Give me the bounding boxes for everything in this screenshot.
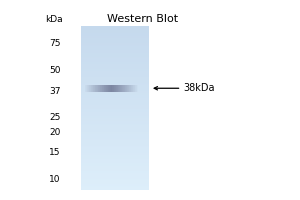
Text: 38kDa: 38kDa [183,83,214,93]
Text: kDa: kDa [45,15,63,24]
Text: Western Blot: Western Blot [107,14,178,24]
